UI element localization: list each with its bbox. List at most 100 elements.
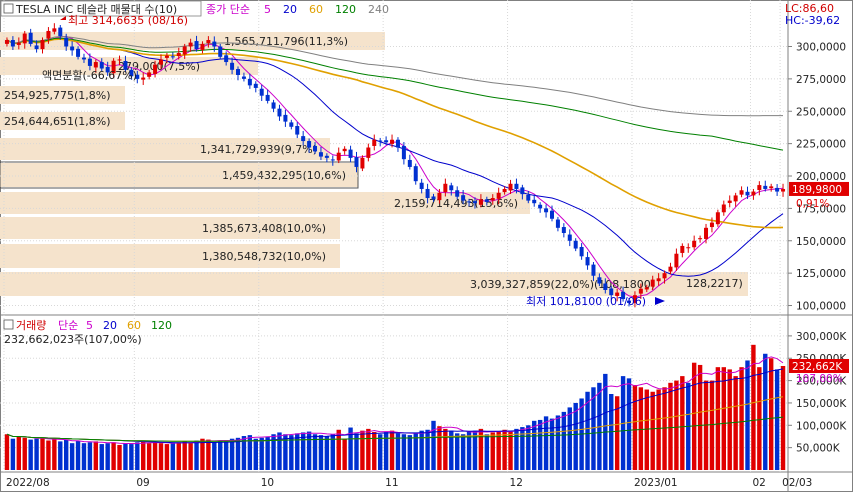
volume-bar: [603, 373, 608, 470]
candle-body: [567, 234, 572, 241]
volume-bar: [555, 415, 561, 470]
volume-title: 거래량: [16, 319, 46, 332]
volume-tick-label: 150,000K: [796, 398, 847, 410]
candle-body: [425, 188, 430, 199]
price-tick-label: 100,0000: [796, 301, 846, 313]
volume-profile-label: 1,380,548,732(10,0%): [202, 250, 326, 263]
volume-bar: [514, 428, 519, 470]
high-arrow-icon: [60, 16, 66, 20]
volume-profile-label: 1,459,432,295(10,6%): [222, 169, 346, 182]
candle-body: [627, 300, 632, 303]
volume-bar: [680, 376, 685, 470]
candle-body: [46, 30, 51, 39]
volume-bar: [318, 435, 324, 470]
candle-body: [549, 210, 554, 219]
volume-bar: [638, 387, 644, 470]
volume-profile-band: [0, 86, 125, 104]
volume-bar: [28, 439, 33, 470]
ma-period-label: 20: [283, 3, 297, 16]
candle-body: [656, 278, 661, 282]
volume-bar: [182, 441, 187, 470]
candle-body: [111, 60, 116, 74]
candle-body: [176, 52, 181, 57]
candle-body: [40, 40, 45, 50]
volume-bar: [780, 365, 786, 470]
candle-body: [692, 240, 697, 248]
volume-bar: [265, 436, 270, 470]
price-tick-label: 300,0000: [796, 41, 846, 53]
candle-body: [164, 55, 169, 58]
collapse-icon[interactable]: [3, 3, 14, 14]
volume-profile-label: 1,565,711,796(11,3%): [224, 35, 348, 48]
candle-body: [313, 145, 318, 152]
candle-body: [585, 257, 590, 266]
volume-bar: [330, 434, 335, 470]
volume-tick-label: 50,000K: [796, 443, 841, 455]
candle-body: [733, 195, 738, 202]
ma-period-label: 240: [368, 3, 389, 16]
candle-body: [22, 33, 27, 44]
candle-body: [87, 58, 92, 66]
candle-body: [212, 41, 217, 47]
candle-body: [431, 196, 436, 200]
candle-body: [496, 192, 501, 199]
candle-body: [153, 64, 158, 74]
volume-bar: [691, 362, 697, 470]
candle-body: [93, 62, 98, 68]
current-volume-label: 232,662K: [792, 361, 843, 373]
candle-body: [224, 55, 229, 63]
price-tick-label: 125,0000: [796, 268, 846, 280]
volume-bar: [4, 434, 10, 470]
volume-bar: [520, 427, 525, 470]
volume-collapse-icon[interactable]: [3, 319, 14, 330]
date-tick-label: 2023/01: [634, 477, 678, 489]
candle-body: [413, 166, 418, 182]
candle-body: [34, 45, 39, 50]
volume-bar: [241, 436, 247, 470]
candle-body: [644, 287, 649, 290]
candle-body: [520, 187, 525, 195]
volume-bar: [105, 443, 110, 470]
volume-profile-label: 254,925,775(1,8%): [4, 89, 111, 102]
candle-body: [502, 188, 507, 193]
candle-body: [532, 199, 537, 204]
candle-body: [390, 139, 395, 144]
candle-body: [751, 191, 756, 196]
candle-body: [295, 126, 300, 135]
volume-header: 거래량 단순 5 20 60 120 232,662,023주(107,00%): [3, 319, 172, 346]
price-annotations: 최고 314,6635 (08/16) 액면분할(-66,67%) 최저 101…: [42, 14, 646, 308]
volume-ma-period-label: 5: [86, 319, 93, 332]
volume-bar: [662, 387, 667, 470]
volume-profile-band: [0, 217, 340, 239]
candle-body: [478, 199, 483, 205]
date-tick-label: 09: [136, 477, 149, 489]
volume-bar: [585, 391, 590, 470]
volume-bar: [644, 389, 649, 470]
volume-profile-label: 1,385,673,408(10,0%): [202, 222, 326, 235]
candle-body: [158, 59, 163, 65]
candle-body: [141, 77, 146, 80]
volume-bar: [16, 436, 22, 470]
volume-bar: [164, 444, 170, 470]
volume-bar: [757, 367, 762, 470]
volume-bar: [289, 435, 294, 470]
volume-bar: [64, 439, 69, 470]
volume-bar: [170, 443, 176, 470]
candle-body: [674, 253, 679, 268]
candle-body: [704, 227, 709, 239]
candle-body: [484, 199, 489, 202]
volume-bar: [413, 433, 418, 470]
candle-body: [443, 183, 448, 193]
candle-body: [769, 186, 774, 189]
volume-bar: [591, 387, 596, 470]
volume-bar: [508, 430, 513, 470]
volume-bar: [34, 438, 39, 470]
date-tick-label: 02/03: [782, 477, 812, 489]
volume-profile-band: [0, 163, 358, 187]
volume-ma-line-20: [6, 368, 784, 444]
candle-body: [259, 88, 264, 96]
candle-body: [28, 32, 33, 44]
volume-tick-label: 200,000K: [796, 376, 847, 388]
grid: [0, 0, 788, 472]
volume-bar: [10, 438, 16, 470]
